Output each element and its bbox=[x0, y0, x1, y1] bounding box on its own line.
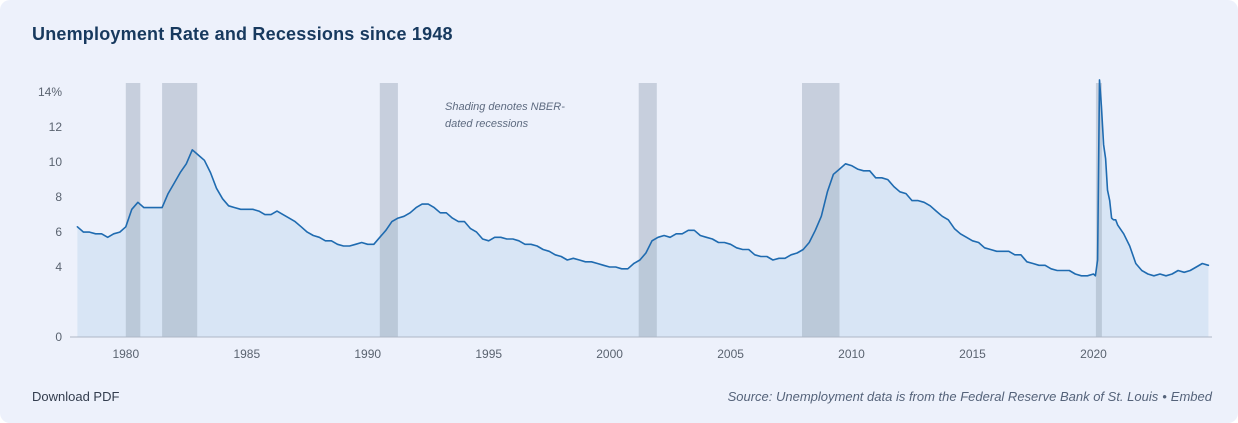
x-axis-tick-label: 2005 bbox=[717, 347, 744, 361]
y-axis-tick-label: 6 bbox=[55, 225, 62, 239]
download-pdf-link[interactable]: Download PDF bbox=[32, 389, 120, 404]
unemployment-area bbox=[77, 79, 1209, 338]
chart-title: Unemployment Rate and Recessions since 1… bbox=[32, 24, 453, 44]
x-axis-tick-label: 1980 bbox=[112, 347, 139, 361]
y-axis-tick-label: 8 bbox=[55, 190, 62, 204]
annotation-line-2: dated recessions bbox=[445, 118, 529, 131]
x-axis-tick-label: 1985 bbox=[233, 347, 260, 361]
y-axis-tick-label: 10 bbox=[49, 155, 63, 169]
y-axis-tick-label: 0 bbox=[55, 330, 62, 344]
chart-svg: 0 4 6 8 10 12 14% 1980 1985 1990 1995 2000 2005 2010 2… bbox=[38, 79, 1212, 361]
recession-annotation: Shading denotes NBER- dated recessions bbox=[445, 99, 565, 133]
y-axis-tick-label: 12 bbox=[49, 120, 63, 134]
x-axis-tick-label: 2000 bbox=[596, 347, 623, 361]
annotation-line-1: Shading denotes NBER- bbox=[445, 101, 565, 113]
recession-band bbox=[379, 83, 398, 337]
recession-band bbox=[638, 83, 657, 337]
source-note: Source: Unemployment data is from the Fe… bbox=[728, 389, 1212, 404]
y-axis-tick-label: 14% bbox=[38, 85, 62, 99]
footer: Download PDF Source: Unemployment data i… bbox=[32, 389, 1212, 404]
x-axis-tick-label: 2010 bbox=[838, 347, 865, 361]
source-separator: • bbox=[1162, 389, 1167, 404]
x-axis-tick-label: 2015 bbox=[959, 347, 986, 361]
unemployment-line bbox=[76, 79, 1210, 277]
y-axis-tick-label: 4 bbox=[55, 260, 62, 274]
recession-band bbox=[125, 83, 141, 337]
x-axis-tick-label: 1990 bbox=[354, 347, 381, 361]
x-axis-tick-label: 1995 bbox=[475, 347, 502, 361]
recession-band bbox=[162, 83, 198, 337]
embed-link[interactable]: Embed bbox=[1170, 389, 1212, 404]
recession-band bbox=[802, 83, 840, 337]
source-text: Source: Unemployment data is from the Fe… bbox=[727, 389, 1159, 404]
x-axis-tick-label: 2020 bbox=[1080, 347, 1107, 361]
